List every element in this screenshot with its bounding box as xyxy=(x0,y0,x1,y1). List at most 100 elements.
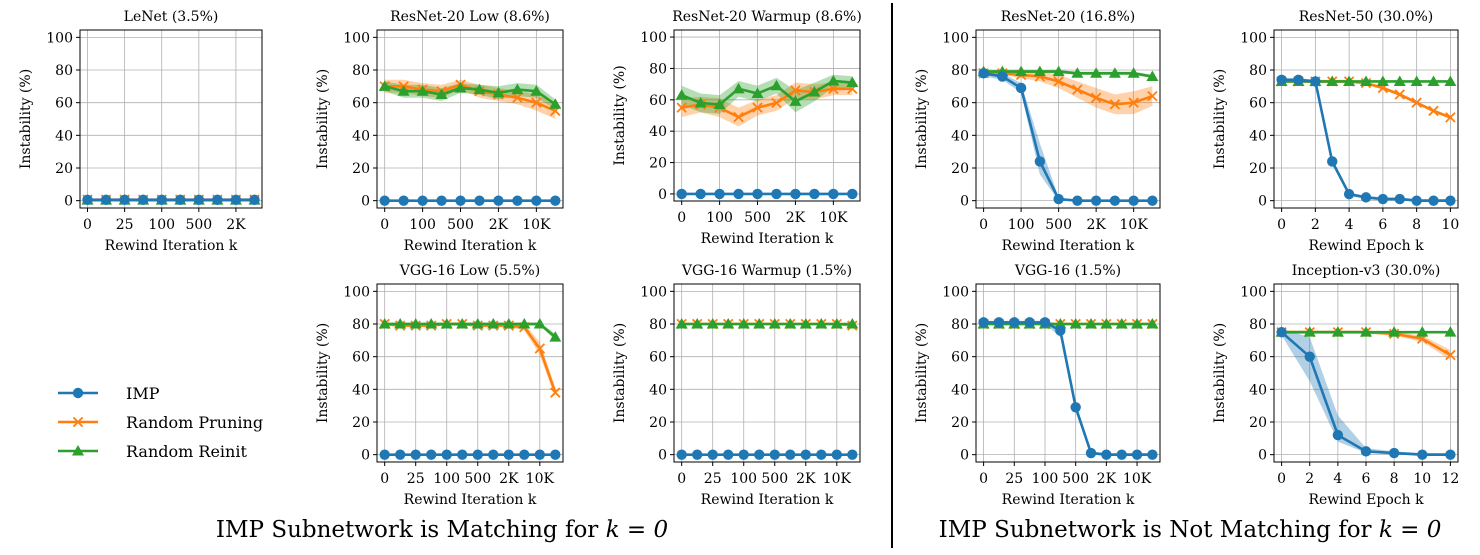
data-point-imp xyxy=(714,188,725,200)
y-tick-label: 60 xyxy=(1249,96,1267,112)
data-point-imp xyxy=(1147,449,1158,460)
data-point-imp xyxy=(394,449,406,460)
panel-title: VGG-16 Low (5.5%) xyxy=(399,263,540,279)
data-point-random-reinit xyxy=(1388,326,1401,337)
data-point-random-pruning xyxy=(1109,99,1121,110)
y-tick-label: 20 xyxy=(649,415,667,431)
y-tick-label: 0 xyxy=(64,194,73,210)
x-tick-label: 2K xyxy=(499,471,519,487)
legend-label-imp: IMP xyxy=(126,384,160,403)
y-tick-label: 0 xyxy=(1258,194,1267,210)
x-tick-label: 6 xyxy=(1378,217,1387,233)
data-point-imp xyxy=(249,194,260,206)
series-line-imp xyxy=(1281,78,1451,202)
data-point-random-reinit xyxy=(1360,326,1372,337)
x-tick-label: 4 xyxy=(1345,217,1354,233)
data-point-imp xyxy=(379,449,390,460)
data-point-random-reinit xyxy=(1326,75,1339,86)
x-tick-label: 25 xyxy=(1005,471,1023,487)
data-point-imp xyxy=(156,194,167,206)
data-point-random-reinit xyxy=(416,85,429,96)
y-tick-label: 20 xyxy=(1249,415,1267,431)
panel-title: Inception-v3 (30.0%) xyxy=(1292,263,1441,279)
y-tick-label: 40 xyxy=(55,128,73,144)
data-point-imp xyxy=(531,195,542,206)
plot-frame xyxy=(79,29,263,209)
y-tick-label: 0 xyxy=(1258,448,1267,464)
y-tick-label: 20 xyxy=(951,415,969,431)
data-point-imp xyxy=(847,188,858,200)
data-point-imp xyxy=(1147,195,1158,206)
data-point-random-reinit xyxy=(502,318,515,329)
data-point-random-reinit xyxy=(1052,65,1065,77)
data-point-random-reinit xyxy=(1033,65,1046,77)
legend-marker-imp xyxy=(72,387,84,399)
data-point-random-reinit xyxy=(675,89,688,100)
data-point-imp xyxy=(695,188,706,200)
x-tick-label: 4 xyxy=(1333,471,1342,487)
data-point-random-reinit xyxy=(808,85,821,97)
x-tick-label: 2K xyxy=(796,471,816,487)
data-point-imp xyxy=(847,449,858,460)
x-tick-label: 100 xyxy=(433,471,460,487)
panel-title: ResNet-20 Low (8.6%) xyxy=(390,9,550,25)
data-point-imp xyxy=(752,188,763,200)
data-point-imp xyxy=(82,194,93,206)
y-tick-label: 60 xyxy=(951,96,969,112)
data-point-imp xyxy=(1072,195,1083,206)
y-tick-label: 60 xyxy=(649,93,667,109)
x-axis-label: Rewind Epoch k xyxy=(1308,492,1424,508)
data-point-imp xyxy=(1394,193,1405,205)
chart-panel: 0 20 40 60 80 100 0 2 4 6 8 10 12 Inception-v3 (30.0%… xyxy=(1212,263,1459,508)
chart-panel: 0 20 40 60 80 100 0 100 500 2K 10K ResNet-20 Warmup… xyxy=(612,9,862,247)
y-tick-label: 100 xyxy=(1240,284,1267,300)
data-point-random-reinit xyxy=(1090,67,1103,78)
data-point-random-reinit xyxy=(1416,326,1429,337)
data-point-imp xyxy=(503,449,514,460)
x-tick-label: 8 xyxy=(1390,471,1399,487)
x-tick-label: 0 xyxy=(380,217,389,233)
data-point-random-reinit xyxy=(471,318,484,329)
legend-marker-random-reinit xyxy=(72,445,84,456)
y-tick-label: 0 xyxy=(658,187,667,203)
y-tick-label: 60 xyxy=(649,350,667,366)
data-point-random-reinit xyxy=(784,318,797,329)
y-axis-label: Instability (%) xyxy=(1212,69,1228,169)
data-point-imp xyxy=(831,449,843,460)
data-point-random-reinit xyxy=(1071,67,1084,78)
data-point-imp xyxy=(398,195,409,206)
data-point-random-reinit xyxy=(753,318,766,329)
data-point-imp xyxy=(1293,74,1304,86)
x-tick-label: 500 xyxy=(1062,471,1089,487)
data-point-imp xyxy=(997,71,1008,82)
data-point-imp xyxy=(193,194,205,206)
data-point-imp xyxy=(455,195,466,206)
y-tick-label: 100 xyxy=(640,284,667,300)
data-point-random-pruning xyxy=(1053,76,1064,87)
data-point-random-pruning xyxy=(1147,90,1158,102)
x-tick-label: 2K xyxy=(786,210,806,226)
data-point-imp xyxy=(436,195,447,206)
data-point-random-reinit xyxy=(1085,318,1098,329)
x-axis-label: Rewind Iteration k xyxy=(701,492,834,508)
data-point-imp xyxy=(137,194,149,206)
data-point-imp xyxy=(550,449,561,460)
plot-frame xyxy=(376,283,564,463)
y-tick-label: 0 xyxy=(361,448,370,464)
data-point-random-reinit xyxy=(1054,318,1067,329)
data-point-random-reinit xyxy=(1427,75,1440,86)
data-point-imp xyxy=(1034,156,1046,167)
data-point-random-reinit xyxy=(737,318,750,329)
data-point-imp xyxy=(417,195,428,206)
data-point-random-pruning xyxy=(1128,97,1139,108)
x-tick-label: 10K xyxy=(526,471,555,487)
data-point-imp xyxy=(493,195,504,206)
y-tick-label: 100 xyxy=(343,30,370,46)
x-axis-label: Rewind Iteration k xyxy=(404,492,537,508)
x-tick-label: 2 xyxy=(1305,471,1314,487)
data-point-random-reinit xyxy=(751,87,764,99)
confidence-band-random-pruning xyxy=(1281,330,1451,360)
x-tick-label: 10K xyxy=(1123,471,1152,487)
data-point-imp xyxy=(1053,193,1064,205)
